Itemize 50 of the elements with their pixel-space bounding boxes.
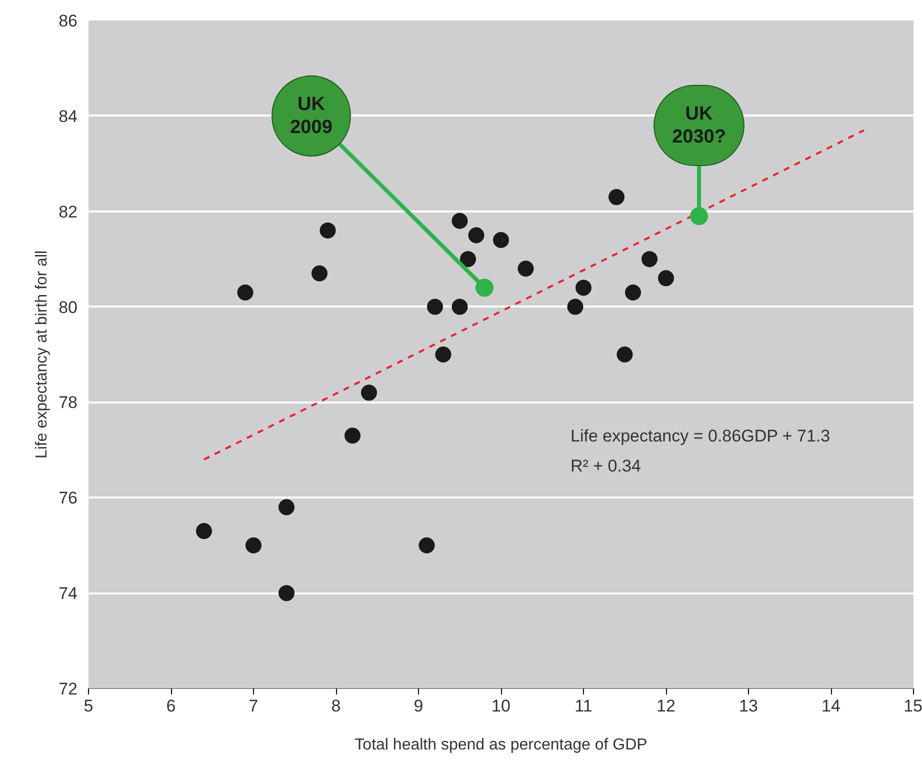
point	[616, 346, 633, 362]
x-tick-label: 14	[822, 696, 840, 716]
point	[196, 523, 212, 540]
point	[567, 298, 584, 315]
point	[312, 265, 328, 282]
point	[460, 251, 476, 268]
point	[278, 499, 294, 516]
x-tick-label: 8	[331, 696, 341, 716]
point	[642, 251, 658, 268]
point	[625, 284, 641, 300]
x-axis-title: Total health spend as percentage of GDP	[354, 736, 648, 754]
point	[658, 270, 674, 286]
y-tick-label: 72	[58, 680, 78, 698]
point	[435, 346, 452, 362]
annotation: Life expectancy = 0.86GDP + 71.3	[570, 426, 830, 446]
x-tick-label: 9	[414, 696, 424, 716]
y-tick-label: 84	[58, 106, 78, 126]
point	[361, 384, 377, 401]
point	[452, 212, 468, 229]
x-tick-label: 12	[656, 696, 676, 716]
x-tick-label: 7	[248, 696, 258, 716]
point	[418, 537, 435, 554]
point	[344, 428, 360, 444]
annotation: UK 2009	[290, 94, 332, 138]
annotation: UK 2030?	[672, 103, 726, 148]
y-tick-label: 76	[58, 488, 78, 508]
x-tick-label: 10	[492, 696, 510, 716]
x-tick-label: 5	[84, 696, 94, 716]
point	[518, 260, 534, 277]
y-tick-label: 82	[58, 202, 78, 222]
y-tick-label: 86	[58, 12, 78, 30]
point	[278, 585, 294, 602]
point	[427, 298, 443, 315]
annotation: R² + 0.34	[570, 456, 641, 476]
point	[237, 284, 254, 300]
point	[493, 232, 509, 248]
point	[320, 222, 336, 238]
x-tick-label: 11	[574, 696, 592, 716]
y-axis-title: Life expectancy at birth for all	[34, 250, 51, 459]
x-tick-label: 13	[739, 696, 758, 716]
y-tick-label: 80	[58, 298, 78, 317]
point	[468, 227, 484, 244]
point	[576, 280, 592, 296]
y-tick-label: 78	[58, 393, 78, 412]
point	[246, 537, 262, 554]
point	[452, 298, 468, 315]
x-tick-label: 15	[904, 696, 922, 716]
y-tick-label: 74	[58, 584, 78, 604]
x-tick-label: 6	[166, 696, 176, 716]
point	[608, 189, 624, 206]
